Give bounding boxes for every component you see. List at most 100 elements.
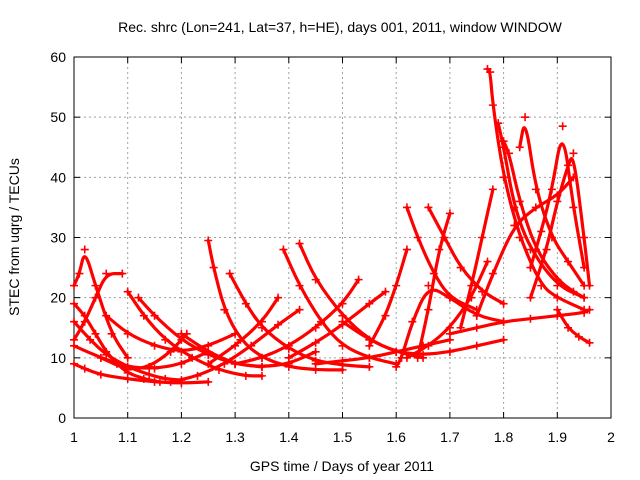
data-point bbox=[580, 293, 589, 302]
data-point bbox=[70, 317, 78, 326]
data-point bbox=[558, 122, 567, 131]
series-line bbox=[340, 320, 506, 356]
data-point bbox=[585, 338, 594, 347]
series-arc-08 bbox=[123, 287, 266, 380]
data-point bbox=[166, 347, 175, 356]
data-point bbox=[241, 371, 250, 380]
data-point bbox=[123, 353, 132, 362]
y-tick-label: 30 bbox=[50, 230, 66, 246]
data-point bbox=[102, 311, 111, 320]
data-point bbox=[424, 203, 433, 212]
data-point bbox=[204, 347, 213, 356]
x-tick-label: 1.7 bbox=[440, 429, 460, 445]
data-point bbox=[488, 185, 497, 194]
data-point bbox=[209, 263, 218, 272]
data-point bbox=[274, 293, 283, 302]
data-point bbox=[338, 356, 347, 365]
series-line bbox=[528, 156, 592, 300]
data-point bbox=[537, 227, 546, 236]
x-tick-label: 1.6 bbox=[386, 429, 406, 445]
data-point bbox=[102, 350, 111, 359]
y-tick-label: 0 bbox=[58, 410, 66, 426]
data-point bbox=[134, 293, 143, 302]
x-axis-label: GPS time / Days of year 2011 bbox=[250, 458, 434, 474]
series-line bbox=[206, 296, 280, 366]
data-point bbox=[381, 287, 390, 296]
data-point bbox=[445, 347, 454, 356]
x-tick-label: 1 bbox=[70, 429, 78, 445]
data-point bbox=[257, 317, 266, 326]
series-arc-19 bbox=[284, 287, 390, 362]
y-tick-label: 60 bbox=[50, 49, 66, 65]
chart-title: Rec. shrc (Lon=241, Lat=37, h=HE), days … bbox=[118, 19, 562, 35]
data-point bbox=[435, 245, 444, 254]
data-point bbox=[311, 323, 320, 332]
data-point bbox=[338, 317, 347, 326]
data-point bbox=[413, 353, 422, 362]
series-line bbox=[72, 272, 124, 342]
series-arc-37 bbox=[553, 305, 594, 347]
data-point bbox=[499, 335, 508, 344]
data-point bbox=[241, 299, 250, 308]
y-tick-label: 10 bbox=[50, 350, 66, 366]
data-point bbox=[531, 185, 540, 194]
data-point bbox=[354, 275, 363, 284]
y-tick-label: 50 bbox=[50, 109, 66, 125]
data-point bbox=[295, 239, 304, 248]
data-point bbox=[499, 137, 508, 146]
data-point bbox=[537, 281, 546, 290]
data-point bbox=[478, 233, 487, 242]
data-point bbox=[531, 203, 540, 212]
data-point bbox=[204, 377, 213, 386]
data-point bbox=[488, 101, 497, 110]
data-point bbox=[123, 287, 132, 296]
data-point bbox=[494, 119, 503, 128]
x-tick-labels: 1 1.1 1.2 1.3 1.4 1.5 1.6 1.7 1.8 1.9 2 bbox=[70, 429, 615, 445]
series-arc-22 bbox=[365, 245, 411, 350]
data-point bbox=[580, 233, 589, 242]
data-point bbox=[419, 350, 428, 359]
data-point bbox=[91, 281, 100, 290]
data-point bbox=[499, 299, 508, 308]
data-point bbox=[91, 293, 100, 302]
data-point bbox=[70, 299, 78, 308]
data-point bbox=[220, 359, 229, 368]
data-point bbox=[499, 173, 508, 182]
data-point bbox=[70, 359, 78, 368]
data-point bbox=[402, 245, 411, 254]
data-point bbox=[91, 329, 100, 338]
data-point bbox=[75, 269, 84, 278]
data-point bbox=[553, 275, 562, 284]
series-arc-28 bbox=[456, 185, 497, 332]
series-line bbox=[448, 308, 592, 336]
data-point bbox=[150, 364, 159, 373]
series-line bbox=[496, 121, 586, 300]
series-arc-15 bbox=[204, 293, 283, 368]
series-arc-29 bbox=[483, 65, 589, 314]
data-point bbox=[96, 370, 105, 379]
series-arc-26 bbox=[424, 203, 508, 308]
data-point bbox=[472, 323, 481, 332]
x-tick-label: 1.4 bbox=[279, 429, 299, 445]
data-point bbox=[161, 374, 170, 383]
data-point bbox=[392, 362, 401, 371]
data-point bbox=[70, 341, 78, 350]
data-point bbox=[145, 362, 154, 371]
data-point bbox=[580, 308, 589, 317]
x-tick-label: 1.9 bbox=[548, 429, 568, 445]
series-line bbox=[287, 290, 388, 360]
series-line bbox=[502, 139, 586, 300]
y-tick-labels: 0 10 20 30 40 50 60 bbox=[50, 49, 66, 426]
axis-ticks bbox=[73, 56, 612, 419]
data-point bbox=[70, 281, 78, 290]
data-point bbox=[365, 299, 374, 308]
series-line bbox=[405, 205, 479, 312]
data-point bbox=[424, 305, 433, 314]
data-point bbox=[166, 377, 175, 386]
data-point bbox=[553, 197, 562, 206]
series-arc-34 bbox=[526, 122, 589, 272]
data-point bbox=[547, 185, 556, 194]
series-arc-01 bbox=[70, 359, 213, 388]
data-point bbox=[107, 329, 116, 338]
data-point bbox=[564, 161, 573, 170]
